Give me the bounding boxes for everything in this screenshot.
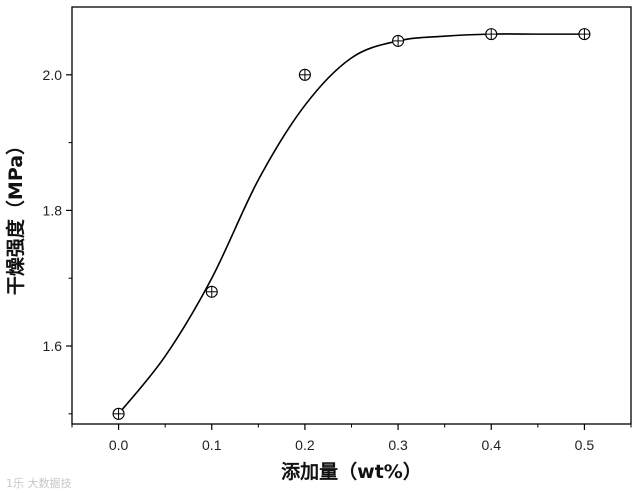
data-point-1 [205, 285, 218, 298]
data-point-3 [392, 34, 405, 47]
x-tick-label-2: 0.2 [295, 437, 315, 453]
y-tick-label-0: 1.6 [43, 338, 63, 354]
x-tick-label-5: 0.5 [575, 437, 595, 453]
data-points [112, 28, 591, 420]
axis-ticks [66, 74, 632, 430]
fit-curve-group [117, 33, 585, 415]
x-axis-title: 添加量（wt%） [281, 460, 422, 483]
plot-border [71, 6, 632, 425]
x-tick-label-3: 0.3 [388, 437, 408, 453]
tick-labels: 0.0 0.1 0.2 0.3 0.4 0.5 1.6 1.8 2.0 [43, 67, 595, 453]
data-point-4 [485, 28, 498, 41]
x-tick-label-1: 0.1 [202, 437, 222, 453]
data-point-2 [298, 68, 311, 81]
y-tick-label-2: 2.0 [43, 67, 63, 83]
plot-frame [71, 6, 632, 425]
y-tick-label-1: 1.8 [43, 202, 63, 218]
y-axis-title: 干燥强度（MPa） [4, 136, 27, 295]
x-tick-label-4: 0.4 [482, 437, 502, 453]
fit-curve [117, 33, 585, 415]
watermark-text: 1乐 大数据技 [6, 476, 72, 490]
data-point-5 [578, 28, 591, 41]
data-point-0 [112, 407, 125, 420]
x-tick-label-0: 0.0 [109, 437, 129, 453]
